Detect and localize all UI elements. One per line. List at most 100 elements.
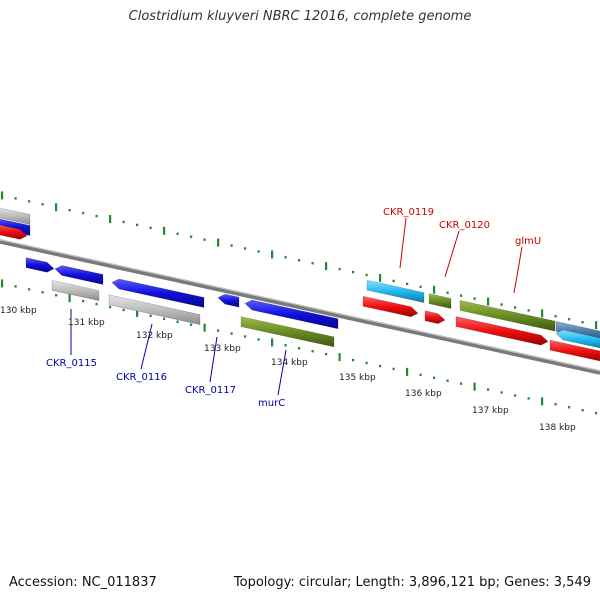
ruler-inner-tick [68,294,71,303]
ruler-outer-tick [109,215,112,224]
ruler-outer-dot [365,273,368,277]
ruler-label-136kbp: 136 kbp [405,389,442,399]
leader-line [444,230,460,278]
cds-blue[interactable] [111,278,205,308]
ruler-inner-dot [527,397,530,400]
ruler-label-131kbp: 131 kbp [68,318,105,328]
ruler-outer-dot [230,244,233,247]
cds-cyan[interactable] [555,329,600,349]
ruler-inner-dot [95,302,98,306]
cds-blue[interactable] [25,257,55,273]
ruler-inner-dot [41,291,44,294]
ruler-inner-dot [514,394,517,397]
cds-cyan-ckr-0119[interactable] [366,279,425,303]
cds-olive-murc[interactable] [240,316,335,348]
genome-summary-text: Topology: circular; Length: 3,896,121 bp… [233,575,591,590]
ruler-label-135kbp: 135 kbp [339,373,376,383]
ruler-outer-tick [595,321,598,330]
ruler-inner-tick [136,308,139,317]
ruler-inner-dot [392,367,395,371]
gene-label-murc[interactable]: murC [258,398,285,409]
ruler-outer-dot [568,318,571,321]
ruler-outer-tick [379,273,382,282]
ruler-inner-dot [487,388,490,391]
cds-red[interactable] [455,316,549,346]
ruler-inner-tick [541,397,544,406]
ruler-outer-dot [82,211,85,215]
cds-blue[interactable] [54,265,104,285]
gene-label-glmu[interactable]: glmU [515,236,541,247]
ruler-inner-dot [122,308,125,312]
ruler-outer-dot [419,285,422,289]
ruler-outer-tick [55,203,58,212]
cds-red[interactable] [362,295,419,318]
ruler-inner-tick [473,382,476,391]
ruler-inner-dot [217,329,220,332]
ruler-inner-dot [82,299,85,303]
ruler-outer-dot [500,303,503,306]
ruler-inner-tick [203,323,206,332]
ruler-outer-tick [1,191,4,200]
ruler-inner-dot [244,335,247,338]
gene-label-ckr-0117[interactable]: CKR_0117 [185,385,236,396]
ruler-inner-dot [500,391,503,394]
ruler-inner-dot [149,314,152,318]
ruler-inner-dot [109,305,112,309]
ruler-outer-tick [541,309,544,318]
ruler-label-132kbp: 132 kbp [136,331,173,341]
ruler-inner-dot [55,294,58,297]
label-leader-lines [70,217,523,396]
gene-label-ckr-0116[interactable]: CKR_0116 [116,372,167,383]
cds-olive-glmu[interactable] [459,300,556,332]
ruler-label-134kbp: 134 kbp [271,358,308,368]
ruler-inner-dot [446,379,449,382]
cds-red[interactable] [424,310,446,324]
ruler-label-138kbp: 138 kbp [539,423,576,433]
cds-red[interactable] [549,339,600,362]
ruler-outer-dot [41,203,44,206]
cds-gray-edge[interactable] [0,207,31,225]
leader-line [140,323,153,370]
cds-olive-ckr-0120[interactable] [428,293,452,309]
ruler-inner-dot [298,347,301,350]
ruler-inner-dot [433,376,436,379]
ruler-inner-tick [406,367,409,376]
cds-gray-ckr-0116[interactable] [108,294,201,326]
ruler-inner-dot [311,350,314,353]
ruler-outer-dot [257,250,260,253]
ruler-outer-dot [446,291,449,294]
ruler-inner-tick [338,353,341,362]
ruler-outer-tick [325,262,328,271]
ruler-inner-dot [325,352,328,356]
genome-axis [0,239,600,375]
ruler-inner-dot [284,344,287,347]
ruler-dots [1,191,598,415]
cds-blue[interactable] [244,299,339,330]
leader-line [277,349,287,396]
gene-label-ckr-0115[interactable]: CKR_0115 [46,358,97,369]
ruler-inner-dot [14,285,17,288]
ruler-outer-dot [392,279,395,283]
ruler-outer-tick [487,297,490,306]
ruler-label-133kbp: 133 kbp [204,344,241,354]
ruler-inner-tick [271,338,274,347]
ruler-inner-dot [163,317,166,321]
gene-label-ckr-0119[interactable]: CKR_0119 [383,207,434,218]
ruler-outer-dot [68,208,71,212]
cds-blue-edge[interactable] [0,218,31,236]
gene-label-ckr-0120[interactable]: CKR_0120 [439,220,490,231]
ruler-outer-dot [514,306,517,309]
ruler-inner-dot [419,373,422,377]
ruler-inner-dot [352,358,355,362]
leader-line [513,246,523,294]
cds-red-edge[interactable] [0,224,28,240]
cds-blue-ckr-0117[interactable] [217,293,240,308]
ruler-outer-dot [298,259,301,262]
ruler-outer-dot [136,223,139,227]
ruler-outer-dot [244,247,247,250]
ruler-inner-dot [257,338,260,341]
cds-gray-ckr-0115[interactable] [51,279,100,301]
ruler-outer-dot [176,232,179,235]
leader-line [209,336,218,383]
